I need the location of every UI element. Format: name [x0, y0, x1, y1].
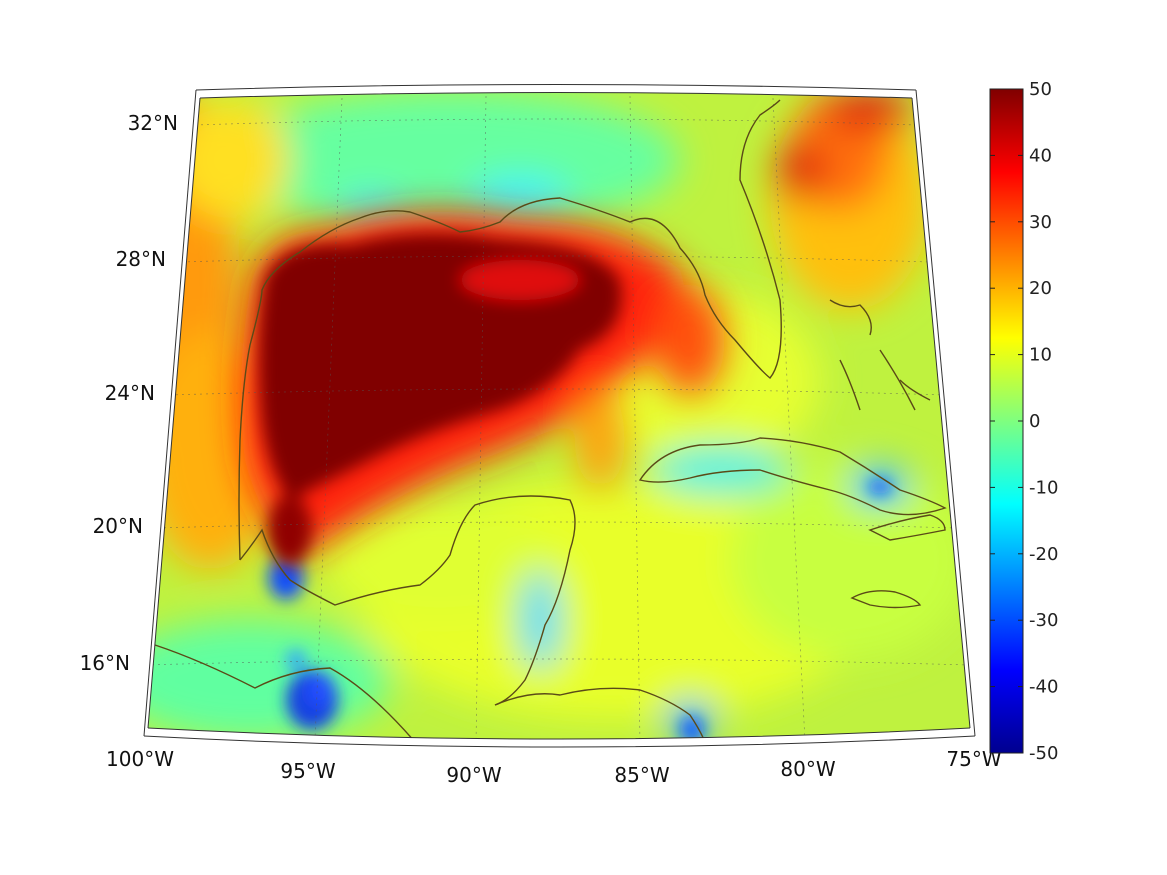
- map-field: [148, 92, 970, 739]
- lat-label-24: 24°N: [105, 381, 155, 405]
- colorbar-tick-label: -20: [1029, 544, 1058, 565]
- colorbar-tick-label: 40: [1029, 145, 1052, 166]
- colorbar-tick-label: 30: [1029, 212, 1052, 233]
- colorbar-tick-label: 10: [1029, 345, 1052, 366]
- colorbar-tick-label: 0: [1029, 411, 1040, 432]
- lat-label-16: 16°N: [80, 651, 130, 675]
- coastline: [154, 99, 947, 739]
- lat-label-28: 28°N: [116, 247, 166, 271]
- colorbar-tick-label: 20: [1029, 278, 1052, 299]
- colorbar: 50 40 30 20 10 0 -10 -20 -30 -40 -50: [989, 79, 1058, 764]
- colorbar-tick-label: -40: [1029, 677, 1058, 698]
- graticule: [148, 95, 969, 739]
- latitude-labels: 32°N 28°N 24°N 20°N 16°N: [80, 111, 178, 675]
- colorbar-ticks: 50 40 30 20 10 0 -10 -20 -30 -40 -50: [990, 79, 1058, 764]
- lon-label-85: 85°W: [614, 763, 669, 787]
- lon-label-95: 95°W: [280, 759, 335, 783]
- lon-label-100: 100°W: [106, 747, 174, 771]
- lat-label-32: 32°N: [128, 111, 178, 135]
- colorbar-tick-label: -30: [1029, 610, 1058, 631]
- colorbar-tick-label: 50: [1029, 79, 1052, 100]
- longitude-labels: 100°W 95°W 90°W 85°W 80°W 75°W: [106, 747, 1002, 787]
- map-frame: [143, 84, 976, 748]
- colorbar-gradient: [989, 88, 1024, 754]
- lat-label-20: 20°N: [93, 514, 143, 538]
- colorbar-tick-label: -10: [1029, 477, 1058, 498]
- lon-label-90: 90°W: [446, 763, 501, 787]
- lon-label-80: 80°W: [780, 757, 835, 781]
- colorbar-tick-label: -50: [1029, 743, 1058, 764]
